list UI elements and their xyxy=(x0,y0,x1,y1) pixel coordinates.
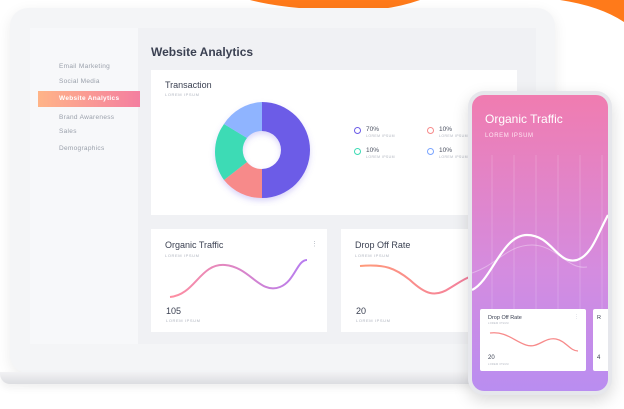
sidebar xyxy=(30,28,138,344)
phone-drop-off-line xyxy=(489,332,579,352)
drop-off-rate-value: 20 xyxy=(356,306,367,316)
phone-drop-off-value: 20 xyxy=(488,355,495,361)
legend-value: 70% xyxy=(366,126,380,133)
organic-traffic-subtitle: LOREM IPSUM xyxy=(165,253,200,258)
transaction-donut-chart xyxy=(214,102,310,199)
organic-traffic-line-chart xyxy=(169,259,308,298)
legend-value: 10% xyxy=(439,147,453,154)
drop-off-rate-line xyxy=(359,264,474,295)
phone-drop-off-title: Drop Off Rate xyxy=(488,315,522,321)
organic-traffic-title: Organic Traffic xyxy=(165,240,224,250)
legend-label: LOREM IPSUM xyxy=(366,134,395,138)
phone-second-card-title: R xyxy=(597,315,601,321)
phone-grid-lines xyxy=(472,155,608,315)
transaction-card xyxy=(151,70,517,215)
phone-drop-off-line-chart xyxy=(489,332,579,352)
phone-drop-off-subtitle: LOREM IPSUM xyxy=(488,322,509,325)
organic-traffic-line xyxy=(169,259,308,298)
drop-off-rate-value-label: LOREM IPSUM xyxy=(356,318,391,323)
legend-value: 10% xyxy=(366,147,380,154)
laptop-base xyxy=(0,372,595,384)
phone-organic-traffic-line xyxy=(472,214,608,291)
sidebar-item-demographics[interactable]: Demographics xyxy=(59,145,105,152)
organic-traffic-value-label: LOREM IPSUM xyxy=(166,318,201,323)
legend-dot-purple xyxy=(354,127,361,134)
transaction-subtitle: LOREM IPSUM xyxy=(165,92,200,97)
phone-subtitle: LOREM IPSUM xyxy=(485,133,534,139)
legend-dot-teal xyxy=(354,148,361,155)
phone-drop-off-card: Drop Off Rate LOREM IPSUM ⋮ 20 LOREM IPS… xyxy=(480,309,586,371)
drop-off-rate-subtitle: LOREM IPSUM xyxy=(355,253,390,258)
phone-drop-off-value-label: LOREM IPSUM xyxy=(488,363,509,366)
organic-traffic-card xyxy=(151,229,327,332)
donut-slice-blue xyxy=(224,102,262,138)
legend-label: LOREM IPSUM xyxy=(366,155,395,159)
organic-traffic-value: 105 xyxy=(166,306,182,316)
drop-off-rate-line-chart xyxy=(359,264,474,295)
sidebar-item-social-media[interactable]: Social Media xyxy=(59,78,100,85)
transaction-title: Transaction xyxy=(165,80,212,90)
donut-slice-coral xyxy=(224,162,262,199)
phone-second-card-value: 4 xyxy=(597,355,601,361)
page-title: Website Analytics xyxy=(151,45,254,59)
sidebar-item-sales[interactable]: Sales xyxy=(59,128,77,135)
legend-label: LOREM IPSUM xyxy=(439,155,468,159)
legend-dot-blue xyxy=(427,148,434,155)
phone-more-options-icon[interactable]: ⋮ xyxy=(574,314,579,320)
legend-value: 10% xyxy=(439,126,453,133)
phone-screen: Organic Traffic LOREM IPSUM Drop Off Rat… xyxy=(472,95,608,391)
sidebar-item-brand-awareness[interactable]: Brand Awareness xyxy=(59,114,115,121)
sidebar-item-email-marketing[interactable]: Email Marketing xyxy=(59,63,111,70)
drop-off-rate-title: Drop Off Rate xyxy=(355,240,411,250)
phone-title: Organic Traffic xyxy=(485,112,563,126)
legend-dot-coral xyxy=(427,127,434,134)
sidebar-item-website-analytics[interactable]: Website Analytics xyxy=(38,91,140,107)
more-options-icon[interactable]: ⋮ xyxy=(311,241,318,248)
donut-slice-purple xyxy=(262,102,310,198)
phone-second-card: R 4 xyxy=(593,309,608,371)
donut-slice-teal xyxy=(214,124,247,180)
legend-label: LOREM IPSUM xyxy=(439,134,468,138)
